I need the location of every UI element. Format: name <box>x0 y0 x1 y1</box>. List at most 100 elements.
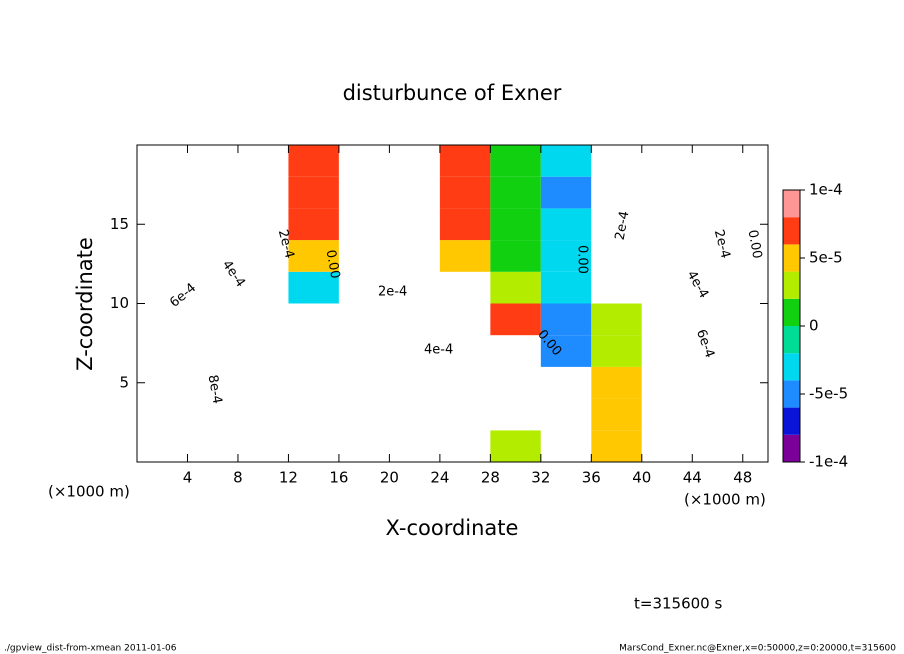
field-cell <box>742 240 768 272</box>
field-cell <box>288 240 339 272</box>
colorbar-band <box>783 244 800 272</box>
field-cell <box>742 145 768 177</box>
y-tick-label: 15 <box>110 215 129 233</box>
field-cell <box>591 430 642 462</box>
field-cell <box>591 208 642 241</box>
contour-label: 2e-4 <box>613 210 633 241</box>
x-unit: (×1000 m) <box>684 491 766 509</box>
field-cell <box>338 271 390 304</box>
x-tick-label: 28 <box>481 469 500 487</box>
field-cell <box>137 271 188 304</box>
field-cell <box>540 176 592 209</box>
field-cell <box>137 335 188 367</box>
contour-label: 0.00 <box>575 245 590 274</box>
field-cell <box>591 145 642 177</box>
field-cell <box>641 271 693 304</box>
y-axis-label: Z-coordinate <box>73 237 97 371</box>
colorbar-band <box>783 407 800 435</box>
field-cell <box>490 240 541 272</box>
field-cell <box>439 366 491 399</box>
field-cell <box>641 398 693 431</box>
field-cell <box>490 430 541 462</box>
field-cell <box>490 208 541 241</box>
field-cell <box>187 145 238 177</box>
chart-title: disturbunce of Exner <box>343 81 562 105</box>
field-cell <box>137 145 188 177</box>
field-cell <box>237 303 289 336</box>
field-cell <box>389 430 440 462</box>
field-cell <box>742 176 768 209</box>
field-cell <box>591 303 642 336</box>
field-cell <box>490 271 541 304</box>
field-cell <box>389 335 440 367</box>
field-cell <box>389 208 440 241</box>
field-cell <box>439 176 491 209</box>
field-cell <box>692 335 743 367</box>
x-tick-label: 40 <box>632 469 651 487</box>
field-cell <box>288 271 339 304</box>
field-cell <box>742 271 768 304</box>
field-cell <box>237 366 289 399</box>
field-cell <box>439 208 491 241</box>
field-cell <box>439 430 491 462</box>
field-cell <box>692 271 743 304</box>
field-cell <box>389 398 440 431</box>
field-cell <box>692 366 743 399</box>
field-cell <box>288 145 339 177</box>
field-cell <box>137 240 188 272</box>
field-cell <box>540 240 592 272</box>
field-cell <box>288 430 339 462</box>
field-cell <box>338 335 390 367</box>
field-cell <box>641 145 693 177</box>
field-cell <box>692 176 743 209</box>
field-cell <box>439 145 491 177</box>
x-tick-label: 44 <box>683 469 702 487</box>
field-cell <box>490 303 541 336</box>
field-cell <box>439 335 491 367</box>
field-cell <box>237 271 289 304</box>
field-cell <box>338 303 390 336</box>
field-cell <box>187 366 238 399</box>
field-cell <box>187 208 238 241</box>
field-cell <box>237 176 289 209</box>
field-cell <box>187 303 238 336</box>
field-cell <box>288 366 339 399</box>
field-cell <box>742 303 768 336</box>
x-unit: (×1000 m) <box>48 483 130 501</box>
x-tick-label: 32 <box>531 469 550 487</box>
field-cell <box>439 271 491 304</box>
field-cell <box>742 335 768 367</box>
field-cell <box>389 176 440 209</box>
field-cell <box>439 303 491 336</box>
field-cell <box>187 271 238 304</box>
time-label: t=315600 s <box>634 595 722 613</box>
x-tick-label: 8 <box>233 469 243 487</box>
field-cell <box>540 208 592 241</box>
field-cell <box>490 145 541 177</box>
field-cell <box>692 398 743 431</box>
footer-right: MarsCond_Exner.nc@Exner,x=0:50000,z=0:20… <box>619 644 896 654</box>
field-cell <box>692 208 743 241</box>
field-cell <box>187 430 238 462</box>
colorbar-tick-label: 0 <box>809 317 819 335</box>
contour-label: 8e-4 <box>205 374 225 405</box>
field-cell <box>540 303 592 336</box>
field-cell <box>641 176 693 209</box>
field-cell <box>187 176 238 209</box>
field-cell <box>591 398 642 431</box>
field-cell <box>540 430 592 462</box>
field-cell <box>389 366 440 399</box>
field-cell <box>137 398 188 431</box>
field-cell <box>338 398 390 431</box>
field-cell <box>237 430 289 462</box>
contour-label: 2e-4 <box>275 228 297 260</box>
field-cell <box>137 366 188 399</box>
field-cell <box>237 145 289 177</box>
field-cell <box>187 398 238 431</box>
field-cell <box>692 240 743 272</box>
contour-label: 2e-4 <box>711 228 733 260</box>
field-cell <box>338 366 390 399</box>
colorbar-band <box>783 190 800 218</box>
field-cell <box>591 240 642 272</box>
